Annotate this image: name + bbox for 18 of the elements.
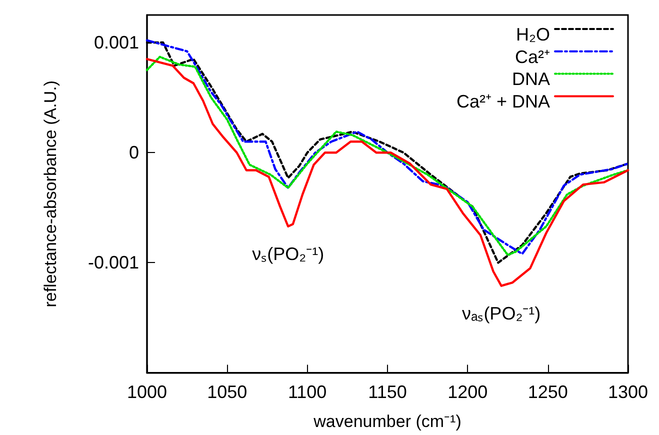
legend-label: Ca²⁺ <box>514 46 550 67</box>
x-tick-label: 1200 <box>448 382 488 402</box>
y-tick-label: 0.001 <box>94 32 139 53</box>
x-tick-label: 1250 <box>528 382 568 402</box>
x-tick-label: 1000 <box>126 382 168 402</box>
legend-label: Ca²⁺ + DNA <box>456 92 550 112</box>
x-tick-label: 1100 <box>288 382 327 402</box>
x-tick-label: 1150 <box>368 382 407 402</box>
legend-label: H₂O <box>516 24 550 44</box>
x-tick-label: 1050 <box>207 382 248 402</box>
x-tick-label: 1300 <box>608 382 648 402</box>
y-tick-label: -0.001 <box>88 252 139 273</box>
y-axis-title: reflectance-absorbance (A.U.) <box>41 80 60 308</box>
y-tick-label: 0 <box>128 142 139 163</box>
annotation: νₛ(PO₂⁻¹) <box>252 244 324 264</box>
legend-label: DNA <box>512 69 550 90</box>
x-axis-title: wavenumber (cm⁻¹) <box>312 412 462 431</box>
annotation: νₐₛ(PO₂⁻¹) <box>462 304 541 324</box>
